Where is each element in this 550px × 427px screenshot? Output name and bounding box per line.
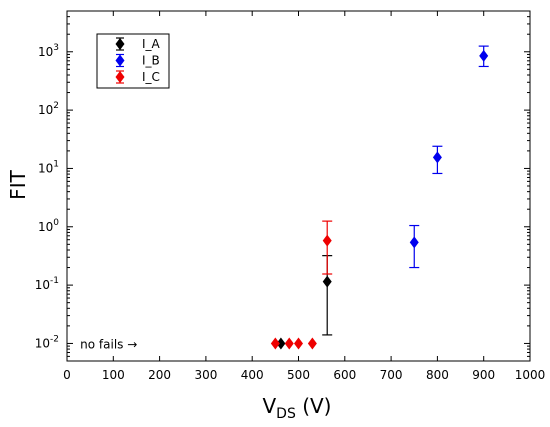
point-i-c bbox=[322, 234, 332, 247]
point-i-c bbox=[284, 337, 294, 350]
x-tick-label: 100 bbox=[102, 368, 125, 382]
no-fails-annotation: no fails → bbox=[80, 337, 137, 351]
point-i-a bbox=[322, 275, 332, 288]
x-tick-label: 900 bbox=[472, 368, 495, 382]
y-axis-title: FIT bbox=[6, 169, 30, 199]
legend-label-i-b: I_B bbox=[142, 54, 160, 68]
x-axis-title-subscript: DS bbox=[276, 406, 296, 422]
legend: I_A I_B I_C bbox=[96, 33, 170, 89]
x-axis: 0 100 200 300 400 500 600 700 800 900 1000 bbox=[63, 11, 545, 382]
y-tick-label: 101 bbox=[38, 159, 59, 175]
legend-label-i-a: I_A bbox=[142, 37, 161, 51]
x-tick-label: 0 bbox=[63, 368, 71, 382]
x-tick-label: 700 bbox=[380, 368, 403, 382]
y-axis: 10-2 10-1 100 101 102 103 bbox=[35, 16, 530, 357]
y-tick-label: 102 bbox=[38, 101, 59, 117]
x-tick-label: 500 bbox=[287, 368, 310, 382]
point-i-b bbox=[479, 49, 489, 62]
data-markers bbox=[270, 49, 489, 350]
legend-label-i-c: I_C bbox=[142, 70, 160, 84]
error-bars bbox=[322, 45, 489, 336]
legend-marker-i-a bbox=[115, 38, 125, 50]
x-tick-label: 800 bbox=[426, 368, 449, 382]
y-tick-label: 10-1 bbox=[35, 276, 59, 292]
y-tick-label: 103 bbox=[38, 43, 59, 59]
x-tick-label: 1000 bbox=[515, 368, 546, 382]
legend-marker-i-c bbox=[115, 71, 125, 83]
x-tick-label: 400 bbox=[241, 368, 264, 382]
point-i-b bbox=[432, 151, 442, 164]
point-i-c bbox=[294, 337, 303, 350]
legend-box bbox=[96, 33, 170, 89]
x-axis-title-unit: (V) bbox=[296, 394, 332, 418]
point-i-b bbox=[409, 236, 419, 249]
point-i-a bbox=[276, 337, 286, 350]
y-tick-label: 10-2 bbox=[35, 334, 59, 350]
x-tick-label: 600 bbox=[333, 368, 356, 382]
x-axis-title-main: V bbox=[262, 394, 276, 418]
x-tick-label: 300 bbox=[194, 368, 217, 382]
y-tick-label: 100 bbox=[38, 218, 59, 234]
x-tick-label: 200 bbox=[148, 368, 171, 382]
point-i-c bbox=[307, 337, 317, 350]
x-axis-title: VDS (V) bbox=[262, 394, 331, 422]
point-i-c bbox=[270, 337, 280, 350]
legend-marker-i-b bbox=[115, 54, 125, 67]
